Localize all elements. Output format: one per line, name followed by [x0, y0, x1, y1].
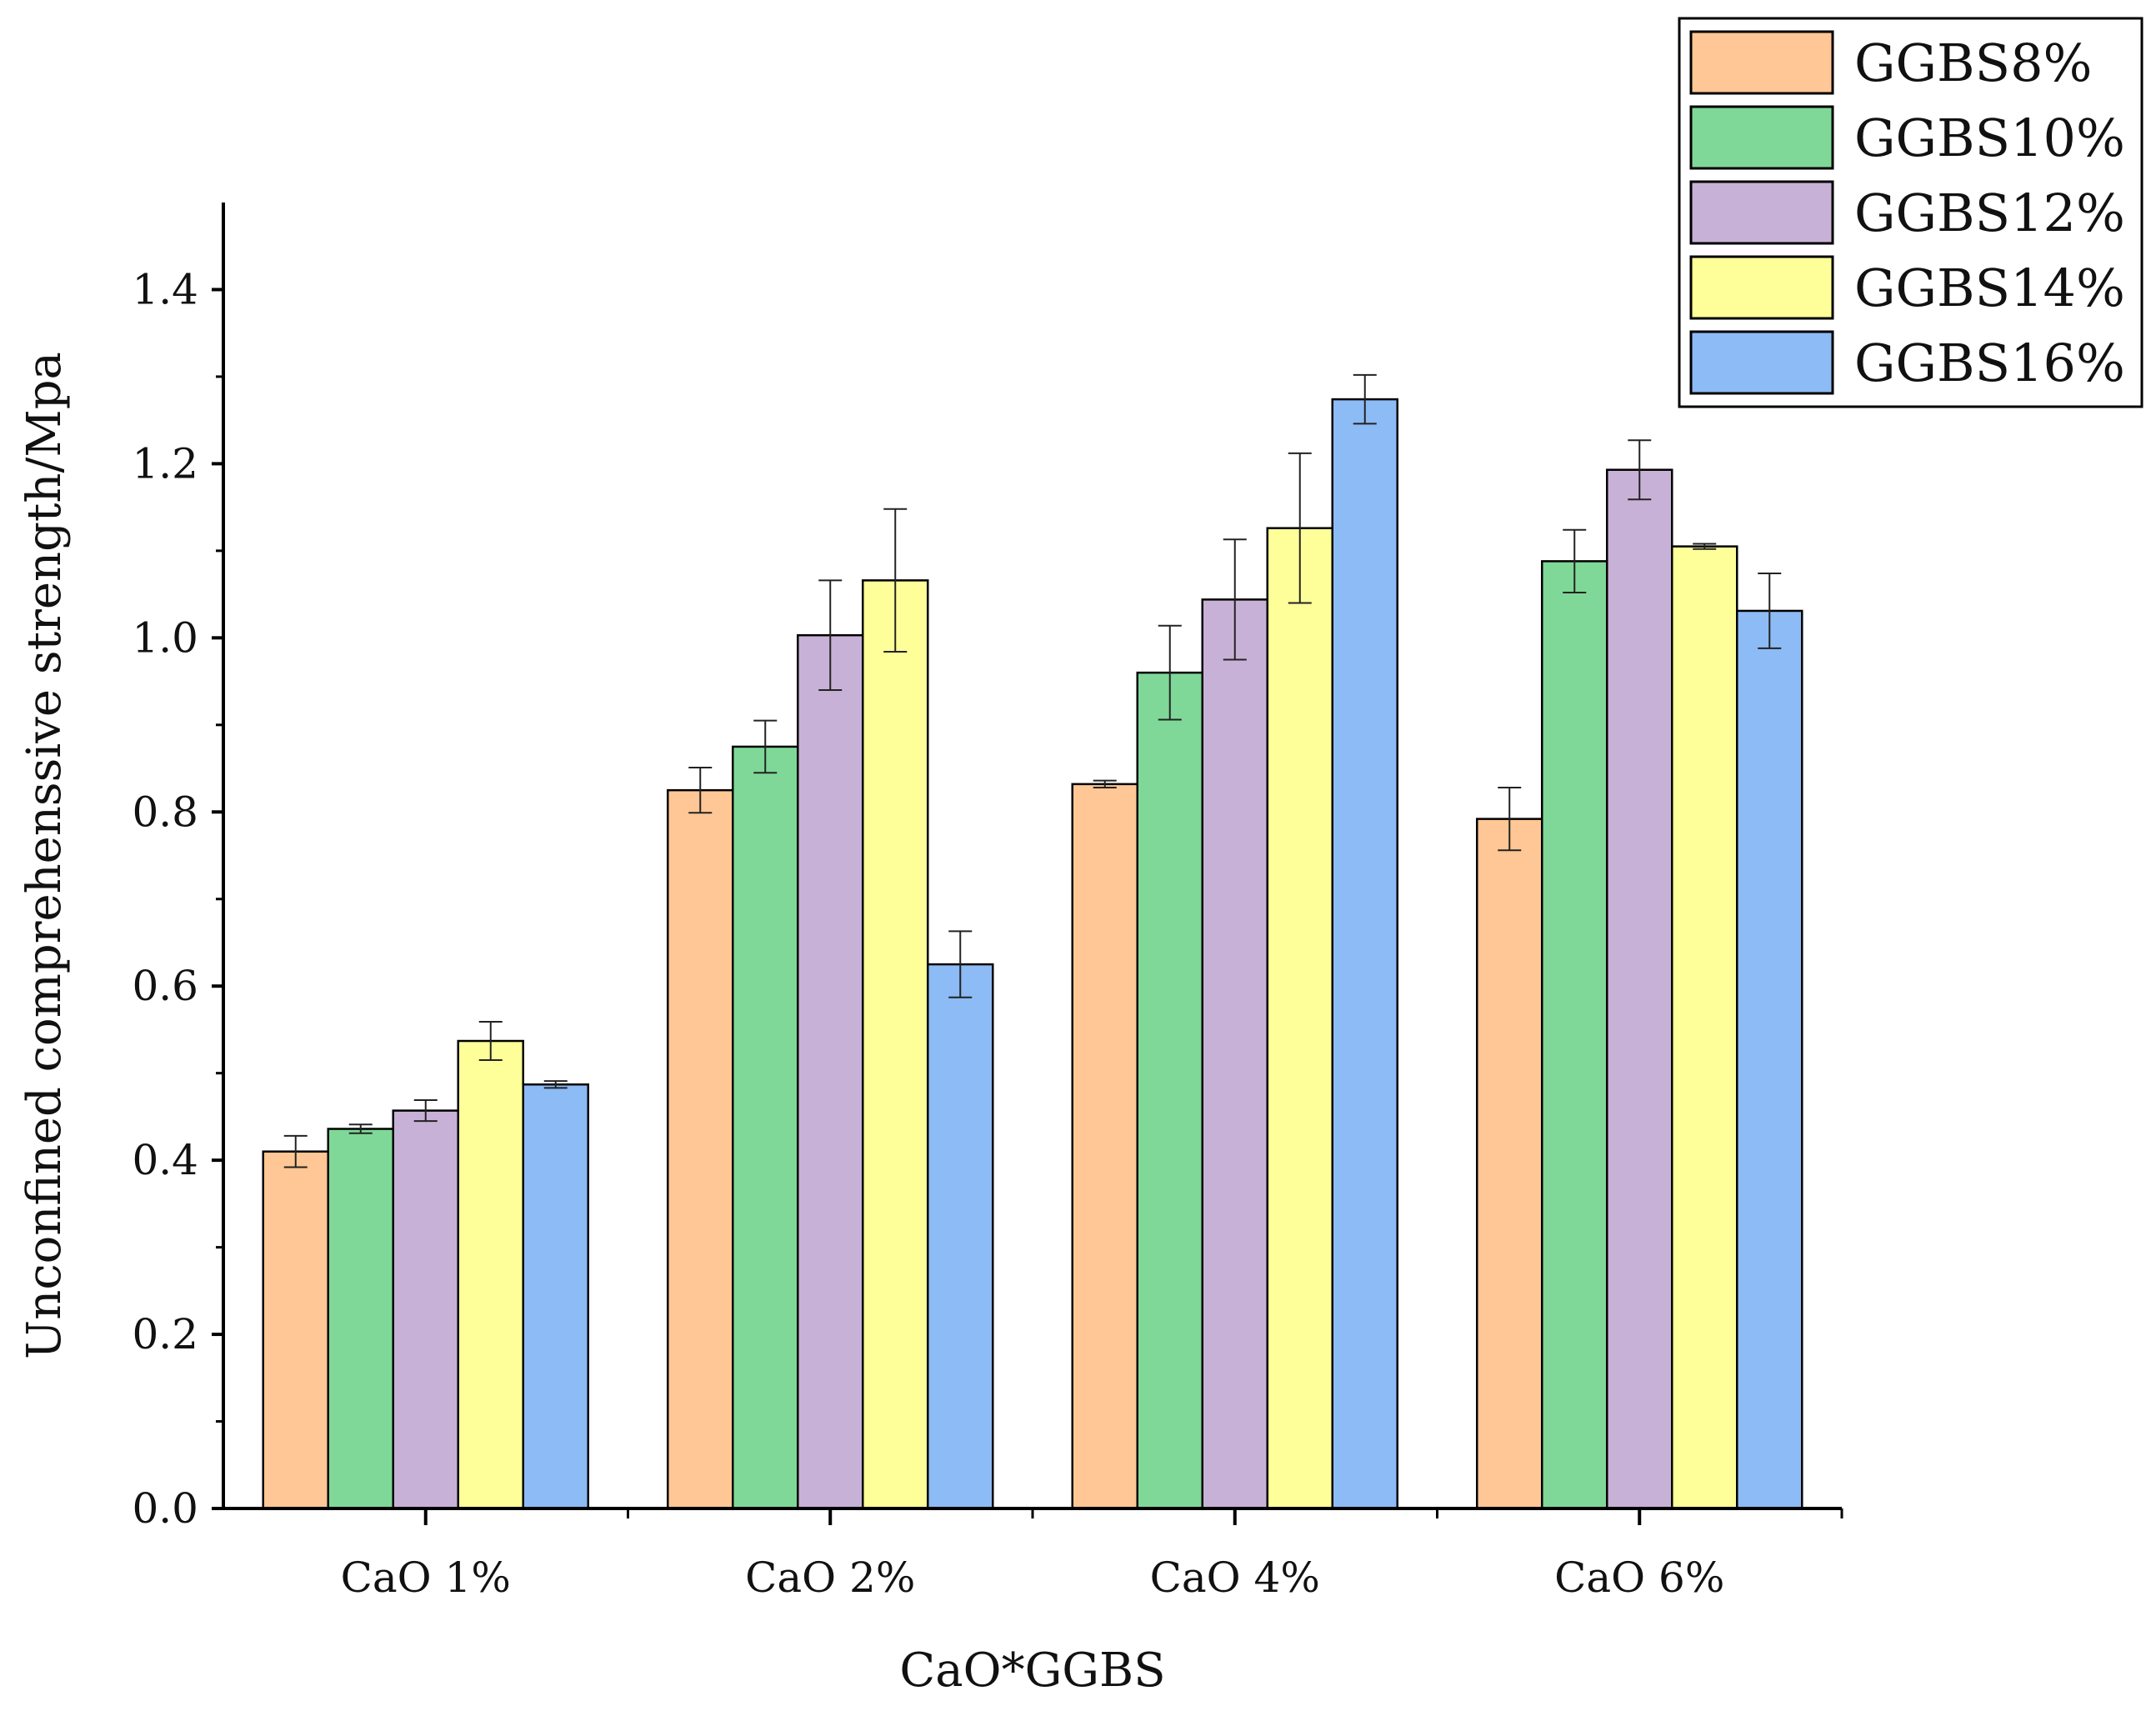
bar — [732, 745, 799, 1510]
legend-swatch — [1689, 330, 1834, 395]
legend-swatch — [1689, 180, 1834, 245]
bar — [927, 963, 994, 1510]
bar — [797, 633, 864, 1510]
bar — [522, 1083, 589, 1510]
bar — [1736, 609, 1803, 1510]
y-tick-label: 1.4 — [132, 265, 198, 313]
bar — [1266, 527, 1333, 1510]
bar — [1541, 560, 1608, 1510]
x-tick-label: CaO 2% — [745, 1553, 915, 1602]
error-bars-layer — [283, 373, 1782, 1168]
y-axis-title: Unconfined comprehenssive strength/Mpa — [18, 352, 72, 1359]
x-ticks: CaO 1% CaO 2% CaO 4% CaO 6% — [341, 1508, 1843, 1602]
x-tick-label: CaO 1% — [341, 1553, 511, 1602]
y-tick-label: 1.0 — [132, 613, 198, 662]
y-tick-label: 0.2 — [132, 1310, 198, 1358]
bar — [262, 1150, 329, 1510]
y-tick-label: 0.8 — [132, 788, 198, 836]
bar — [457, 1039, 524, 1510]
legend: GGBS8% GGBS10% GGBS12% GGBS14% GGBS16% — [1678, 17, 2143, 408]
legend-label: GGBS10% — [1854, 108, 2125, 168]
bar — [1671, 545, 1738, 1510]
x-tick-label: CaO 4% — [1150, 1553, 1320, 1602]
y-tick-label: 0.0 — [132, 1484, 198, 1533]
legend-label: GGBS14% — [1854, 258, 2125, 318]
bar — [1201, 598, 1268, 1510]
bar — [1606, 468, 1673, 1510]
bar — [1136, 671, 1203, 1510]
bar — [327, 1128, 394, 1510]
bar — [1071, 783, 1138, 1510]
bar — [392, 1109, 459, 1510]
y-ticks: 0.0 0.2 0.4 0.6 0.8 1.0 1.2 1.4 — [132, 265, 223, 1533]
x-axis-title: CaO*GGBS — [899, 1643, 1165, 1698]
legend-label: GGBS8% — [1854, 33, 2092, 93]
bar — [667, 788, 734, 1510]
legend-swatch — [1689, 105, 1834, 170]
legend-swatch — [1689, 30, 1834, 95]
x-tick-label: CaO 6% — [1554, 1553, 1724, 1602]
bar — [1476, 818, 1543, 1510]
bar — [1331, 398, 1398, 1510]
y-tick-label: 1.2 — [132, 439, 198, 488]
legend-swatch — [1689, 255, 1834, 320]
legend-label: GGBS16% — [1854, 333, 2125, 393]
bar — [862, 579, 929, 1510]
y-tick-label: 0.4 — [132, 1136, 198, 1184]
bars-layer — [262, 398, 1803, 1510]
y-tick-label: 0.6 — [132, 962, 198, 1010]
legend-label: GGBS12% — [1854, 183, 2125, 243]
